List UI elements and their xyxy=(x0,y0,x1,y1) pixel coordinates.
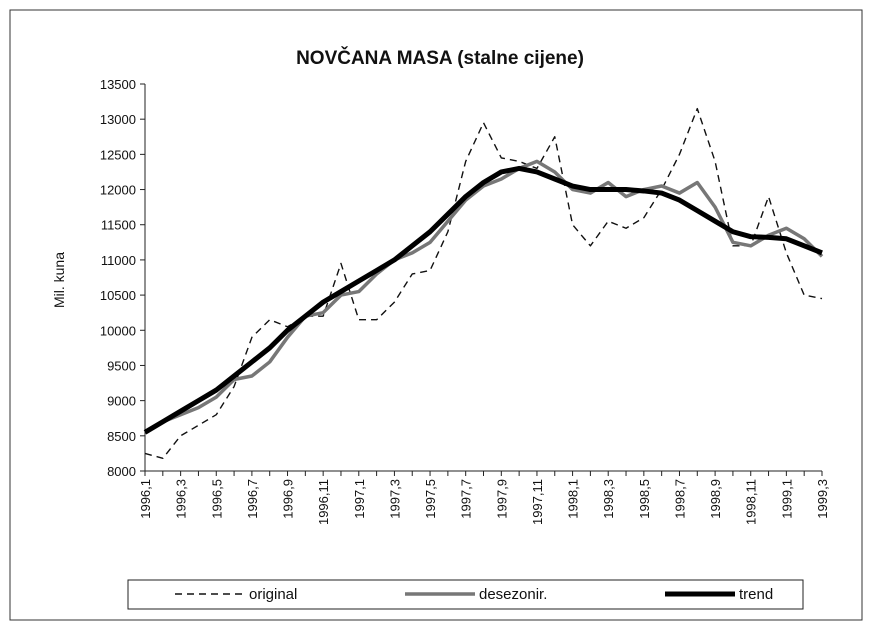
chart-title: NOVČANA MASA (stalne cijene) xyxy=(296,47,584,69)
x-tick-label: 1998,11 xyxy=(744,479,759,525)
x-tick-label: 1997,3 xyxy=(387,479,402,519)
y-tick-label: 11000 xyxy=(101,253,136,268)
x-tick-label: 1999,1 xyxy=(779,479,794,519)
x-tick-label: 1998,3 xyxy=(601,479,616,519)
x-tick-label: 1998,9 xyxy=(708,479,723,519)
legend-box xyxy=(127,579,804,610)
y-tick-label: 9000 xyxy=(107,394,136,409)
y-tick-label: 12500 xyxy=(100,147,136,162)
x-tick-label: 1996,9 xyxy=(281,479,296,519)
x-tick-label: 1998,7 xyxy=(672,479,687,519)
legend-label: trend xyxy=(739,586,773,603)
y-tick-label: 9500 xyxy=(107,358,136,373)
x-tick-label: 1996,1 xyxy=(138,479,153,519)
legend-label: original xyxy=(249,586,297,603)
y-tick-label: 8000 xyxy=(107,464,136,479)
y-tick-label: 13500 xyxy=(100,77,136,92)
series-line xyxy=(143,165,823,435)
y-tick-label: 11500 xyxy=(101,218,136,233)
x-tick-label: 1997,9 xyxy=(494,479,509,519)
y-tick-label: 12000 xyxy=(100,183,136,198)
frame xyxy=(9,9,863,621)
x-tick-label: 1997,7 xyxy=(459,479,474,519)
series-line xyxy=(144,107,823,460)
legend-label: desezonir. xyxy=(479,586,547,603)
x-tick-label: 1996,5 xyxy=(209,479,224,519)
x-tick-label: 1998,5 xyxy=(637,479,652,519)
y-tick-label: 13000 xyxy=(100,112,136,127)
x-tick-label: 1997,5 xyxy=(423,479,438,519)
x-tick-label: 1997,11 xyxy=(530,479,545,525)
series-line xyxy=(144,159,824,434)
x-tick-label: 1996,7 xyxy=(245,479,260,519)
x-tick-label: 1997,1 xyxy=(352,479,367,519)
x-tick-label: 1996,3 xyxy=(174,479,189,519)
y-tick-label: 10000 xyxy=(100,323,136,338)
x-tick-label: 1999,3 xyxy=(815,479,830,519)
y-tick-label: 8500 xyxy=(107,429,136,444)
y-axis-label: Mil. kuna xyxy=(51,252,67,308)
x-tick-label: 1996,11 xyxy=(316,479,331,525)
y-tick-label: 10500 xyxy=(100,288,136,303)
x-tick-label: 1998,1 xyxy=(566,479,581,519)
